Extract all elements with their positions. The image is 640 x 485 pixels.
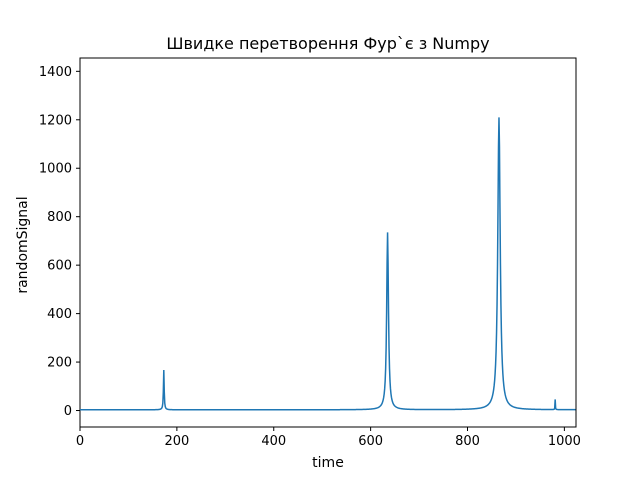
x-tick-label: 800 <box>455 434 480 449</box>
y-tick-label: 200 <box>47 356 72 371</box>
x-tick-label: 0 <box>76 434 84 449</box>
x-tick-label: 400 <box>261 434 286 449</box>
y-axis-label: randomSignal <box>15 196 31 293</box>
y-tick-label: 1200 <box>39 113 72 128</box>
y-tick-label: 1000 <box>39 162 72 177</box>
y-tick-label: 0 <box>64 404 72 419</box>
plot-area <box>79 57 577 428</box>
chart-title: Швидке перетворення Фур`є з Numpy <box>166 34 489 53</box>
y-axis: 0 200 400 600 800 1000 1200 1400 <box>39 65 80 419</box>
y-tick-label: 600 <box>47 259 72 274</box>
x-tick-label: 200 <box>164 434 189 449</box>
y-tick-label: 400 <box>47 307 72 322</box>
x-tick-label: 600 <box>358 434 383 449</box>
x-axis: 0 200 400 600 800 1000 <box>76 427 581 449</box>
y-tick-label: 1400 <box>39 65 72 80</box>
plot-frame <box>79 57 577 428</box>
x-tick-label: 1000 <box>548 434 581 449</box>
signal-line <box>80 117 576 411</box>
x-axis-label: time <box>312 455 344 471</box>
y-tick-label: 800 <box>47 210 72 225</box>
